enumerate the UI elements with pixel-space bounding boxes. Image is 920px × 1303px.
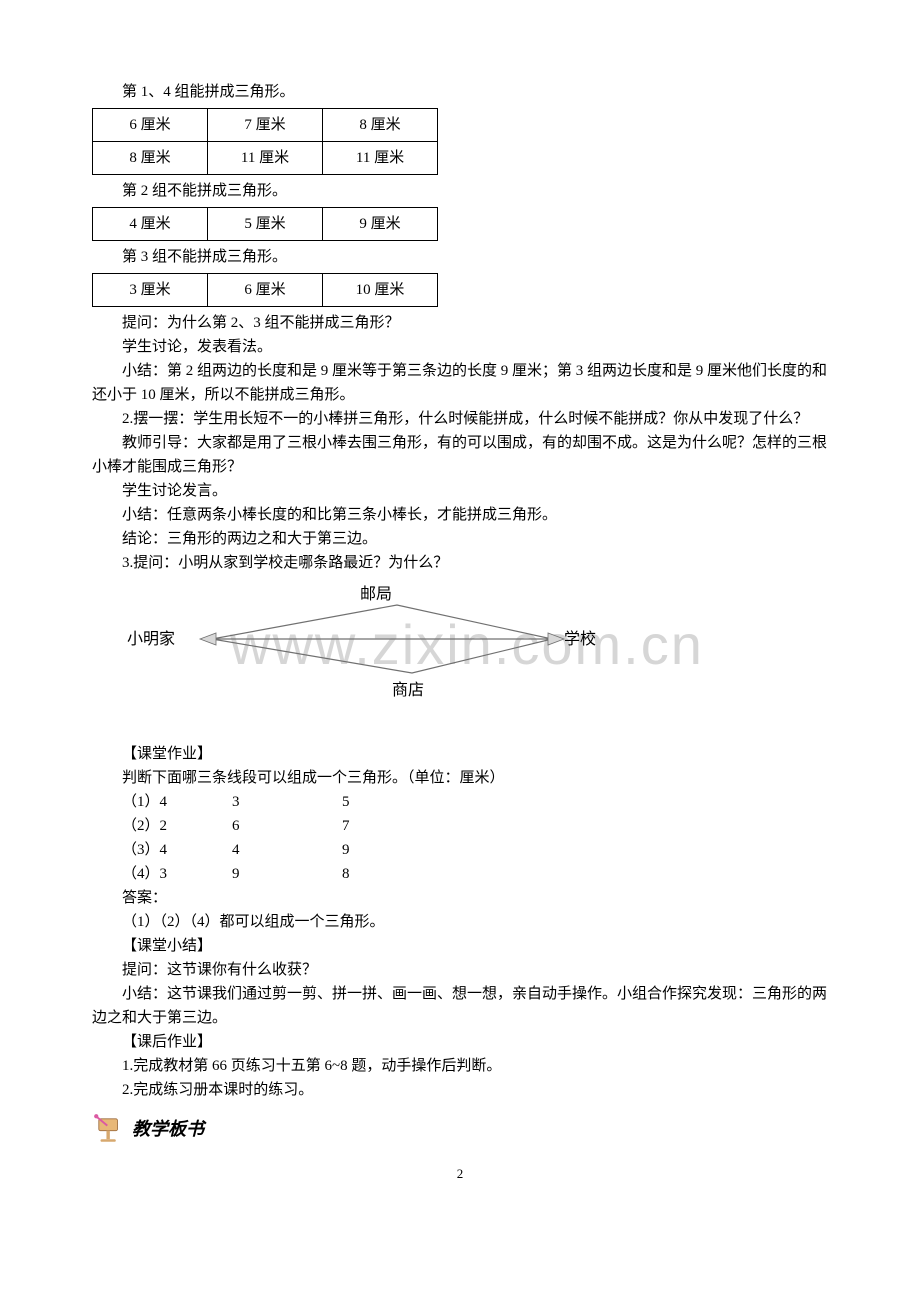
table-cell: 6 厘米: [208, 274, 323, 307]
para-discuss2: 学生讨论发言。: [92, 479, 828, 503]
diagram-top-label: 邮局: [360, 585, 392, 603]
line-t3: 第 3 组不能拼成三角形。: [92, 245, 828, 269]
exercise-cell: （3）4: [122, 838, 232, 862]
table-row: 3 厘米 6 厘米 10 厘米: [93, 274, 438, 307]
line-top: 第 1、4 组能拼成三角形。: [92, 80, 828, 104]
homework-intro: 判断下面哪三条线段可以组成一个三角形。（单位：厘米）: [92, 766, 828, 790]
exercise-row: （2）2 6 7: [122, 814, 828, 838]
page-number: 2: [92, 1164, 828, 1185]
exercise-row: （1）4 3 5: [122, 790, 828, 814]
exercise-cell: 8: [342, 862, 392, 886]
summary-q: 提问：这节课你有什么收获？: [92, 958, 828, 982]
exercise-cell: （4）3: [122, 862, 232, 886]
afterclass-title: 【课后作业】: [92, 1030, 828, 1054]
table-cell: 11 厘米: [323, 142, 438, 175]
afterclass-1: 1.完成教材第 66 页练习十五第 6~8 题，动手操作后判断。: [92, 1054, 828, 1078]
exercise-cell: 7: [342, 814, 392, 838]
table-cell: 10 厘米: [323, 274, 438, 307]
table-cell: 8 厘米: [323, 109, 438, 142]
answer-text: （1）（2）（4）都可以组成一个三角形。: [92, 910, 828, 934]
para-teacher: 教师引导：大家都是用了三根小棒去围三角形，有的可以围成，有的却围不成。这是为什么…: [92, 431, 828, 479]
table-cell: 11 厘米: [208, 142, 323, 175]
para-activity: 2.摆一摆：学生用长短不一的小棒拼三角形，什么时候能拼成，什么时候不能拼成？你从…: [92, 407, 828, 431]
homework-title: 【课堂作业】: [92, 742, 828, 766]
para-question: 提问：为什么第 2、3 组不能拼成三角形？: [92, 311, 828, 335]
board-heading: 教学板书: [92, 1112, 828, 1146]
table-cell: 9 厘米: [323, 208, 438, 241]
exercise-cell: 3: [232, 790, 342, 814]
diagram-bottom-label: 商店: [392, 681, 424, 699]
table-row: 6 厘米 7 厘米 8 厘米: [93, 109, 438, 142]
blackboard-icon: [92, 1112, 126, 1146]
para-discuss: 学生讨论，发表看法。: [92, 335, 828, 359]
diagram-left-label: 小明家: [127, 630, 175, 648]
exercise-row: （4）3 9 8: [122, 862, 828, 886]
arrow-right-icon: [548, 633, 564, 645]
line-t2: 第 2 组不能拼成三角形。: [92, 179, 828, 203]
table-cell: 3 厘米: [93, 274, 208, 307]
route-diagram: 邮局 小明家 学校 商店: [92, 577, 828, 702]
para-summary1: 小结：第 2 组两边的长度和是 9 厘米等于第三条边的长度 9 厘米；第 3 组…: [92, 359, 828, 407]
table-3: 3 厘米 6 厘米 10 厘米: [92, 273, 438, 307]
table-cell: 7 厘米: [208, 109, 323, 142]
table-2: 4 厘米 5 厘米 9 厘米: [92, 207, 438, 241]
exercise-cell: （2）2: [122, 814, 232, 838]
exercise-cell: （1）4: [122, 790, 232, 814]
table-row: 4 厘米 5 厘米 9 厘米: [93, 208, 438, 241]
para-conclusion: 结论：三角形的两边之和大于第三边。: [92, 527, 828, 551]
summary-text: 小结：这节课我们通过剪一剪、拼一拼、画一画、想一想，亲自动手操作。小组合作探究发…: [92, 982, 828, 1030]
para-question2: 3.提问：小明从家到学校走哪条路最近？为什么？: [92, 551, 828, 575]
board-title-text: 教学板书: [132, 1115, 204, 1144]
afterclass-2: 2.完成练习册本课时的练习。: [92, 1078, 828, 1102]
diagram-right-label: 学校: [564, 630, 596, 648]
table-row: 8 厘米 11 厘米 11 厘米: [93, 142, 438, 175]
table-cell: 5 厘米: [208, 208, 323, 241]
table-1: 6 厘米 7 厘米 8 厘米 8 厘米 11 厘米 11 厘米: [92, 108, 438, 175]
table-cell: 8 厘米: [93, 142, 208, 175]
table-cell: 4 厘米: [93, 208, 208, 241]
answer-label: 答案：: [92, 886, 828, 910]
para-summary2: 小结：任意两条小棒长度的和比第三条小棒长，才能拼成三角形。: [92, 503, 828, 527]
exercise-row: （3）4 4 9: [122, 838, 828, 862]
arrow-left-icon: [200, 633, 216, 645]
exercise-cell: 6: [232, 814, 342, 838]
summary-title: 【课堂小结】: [92, 934, 828, 958]
exercise-cell: 9: [232, 862, 342, 886]
exercise-cell: 4: [232, 838, 342, 862]
exercise-cell: 9: [342, 838, 392, 862]
exercise-cell: 5: [342, 790, 392, 814]
table-cell: 6 厘米: [93, 109, 208, 142]
